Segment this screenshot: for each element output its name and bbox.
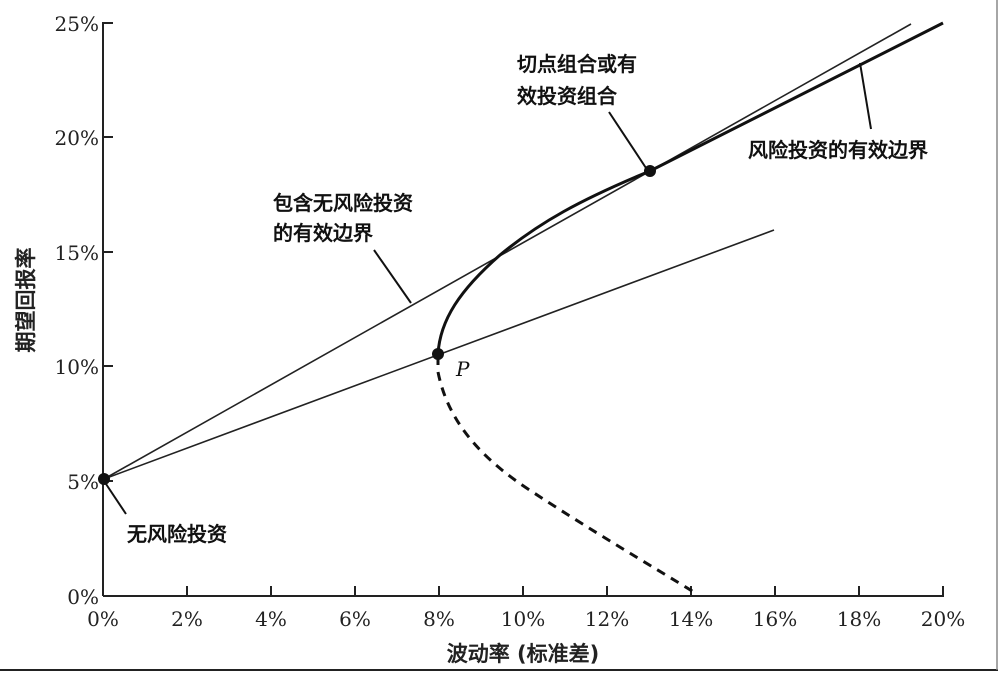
x-tick-label: 14% xyxy=(669,607,713,631)
tangent-annotation-line2: 效投资组合 xyxy=(517,84,618,108)
riskfree-annotation: 无风险投资 xyxy=(127,522,227,546)
leader-riskfree xyxy=(105,483,127,515)
x-tick-label: 4% xyxy=(255,607,287,631)
riskfree-point xyxy=(98,473,110,485)
x-tick-label: 16% xyxy=(753,607,797,631)
x-axis-title: 波动率 (标准差) xyxy=(447,642,600,666)
p-label: P xyxy=(455,357,470,381)
cml-annotation-line2: 的有效边界 xyxy=(273,221,373,245)
x-tick-label: 0% xyxy=(87,607,119,631)
cml-line xyxy=(103,23,912,480)
inefficient-frontier-dashed xyxy=(436,356,698,596)
x-axis xyxy=(103,586,944,597)
risky-frontier-annotation: 风险投资的有效边界 xyxy=(748,138,928,162)
x-tick-label: 6% xyxy=(339,607,371,631)
x-tick-label: 10% xyxy=(501,607,545,631)
y-tick-label: 15% xyxy=(55,241,99,265)
y-tick-label: 25% xyxy=(55,12,99,36)
y-axis xyxy=(102,22,113,596)
x-tick-label: 8% xyxy=(423,607,455,631)
y-tick-label: 5% xyxy=(67,470,99,494)
y-axis-title: 期望回报率 xyxy=(14,248,38,353)
y-tick-label: 0% xyxy=(67,585,99,609)
tangent-point xyxy=(644,165,656,177)
y-tick-label: 10% xyxy=(55,355,99,379)
y-tick-label: 20% xyxy=(55,126,99,150)
risky-efficient-frontier xyxy=(436,21,944,355)
tangent-annotation-line1: 切点组合或有 xyxy=(517,52,637,76)
p-point xyxy=(432,348,444,360)
x-tick-label: 18% xyxy=(837,607,881,631)
x-tick-label: 12% xyxy=(585,607,629,631)
cml-annotation-line1: 包含无风险投资 xyxy=(273,191,413,215)
leader-risky-frontier xyxy=(859,62,872,130)
leader-tangent xyxy=(608,111,647,169)
x-tick-label: 20% xyxy=(921,607,965,631)
leader-cml xyxy=(373,249,412,304)
x-tick-label: 2% xyxy=(171,607,203,631)
